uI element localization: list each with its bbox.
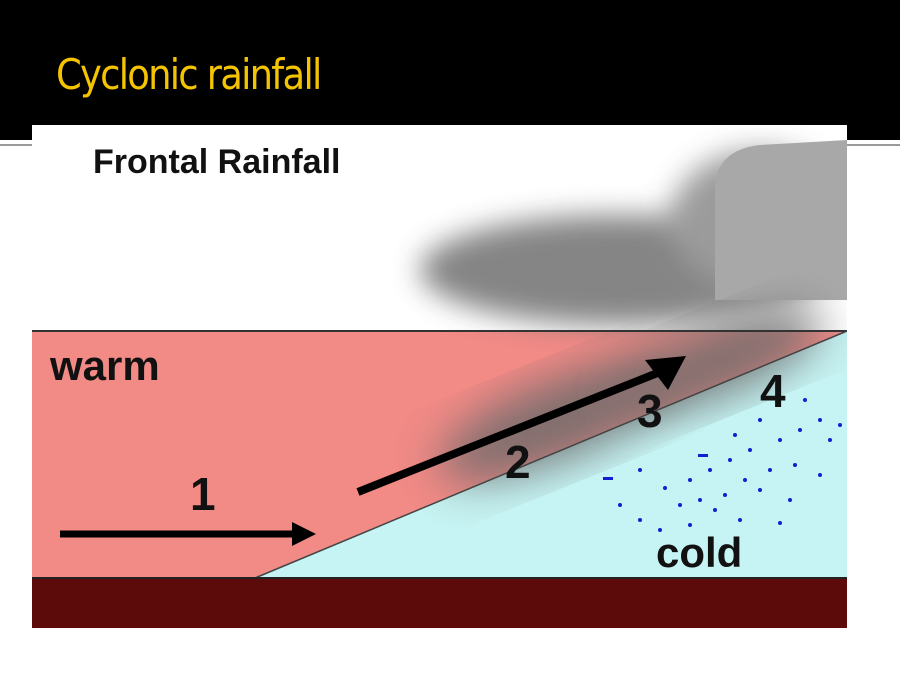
cloud	[420, 140, 847, 482]
step-3-label: 3	[637, 385, 663, 437]
arrow-1-icon	[60, 522, 316, 546]
slide-title: Cyclonic rainfall	[56, 50, 322, 99]
arrow-2-icon	[356, 356, 686, 496]
ground	[32, 578, 847, 628]
front-boundary	[254, 330, 847, 579]
step-2-label: 2	[505, 436, 531, 488]
rain-drops	[603, 398, 842, 532]
diagram-heading: Frontal Rainfall	[93, 143, 340, 181]
step-1-label: 1	[190, 468, 216, 520]
cold-label: cold	[656, 529, 742, 576]
warm-label: warm	[49, 342, 160, 389]
step-4-label: 4	[760, 365, 786, 417]
slide-header	[0, 0, 900, 140]
